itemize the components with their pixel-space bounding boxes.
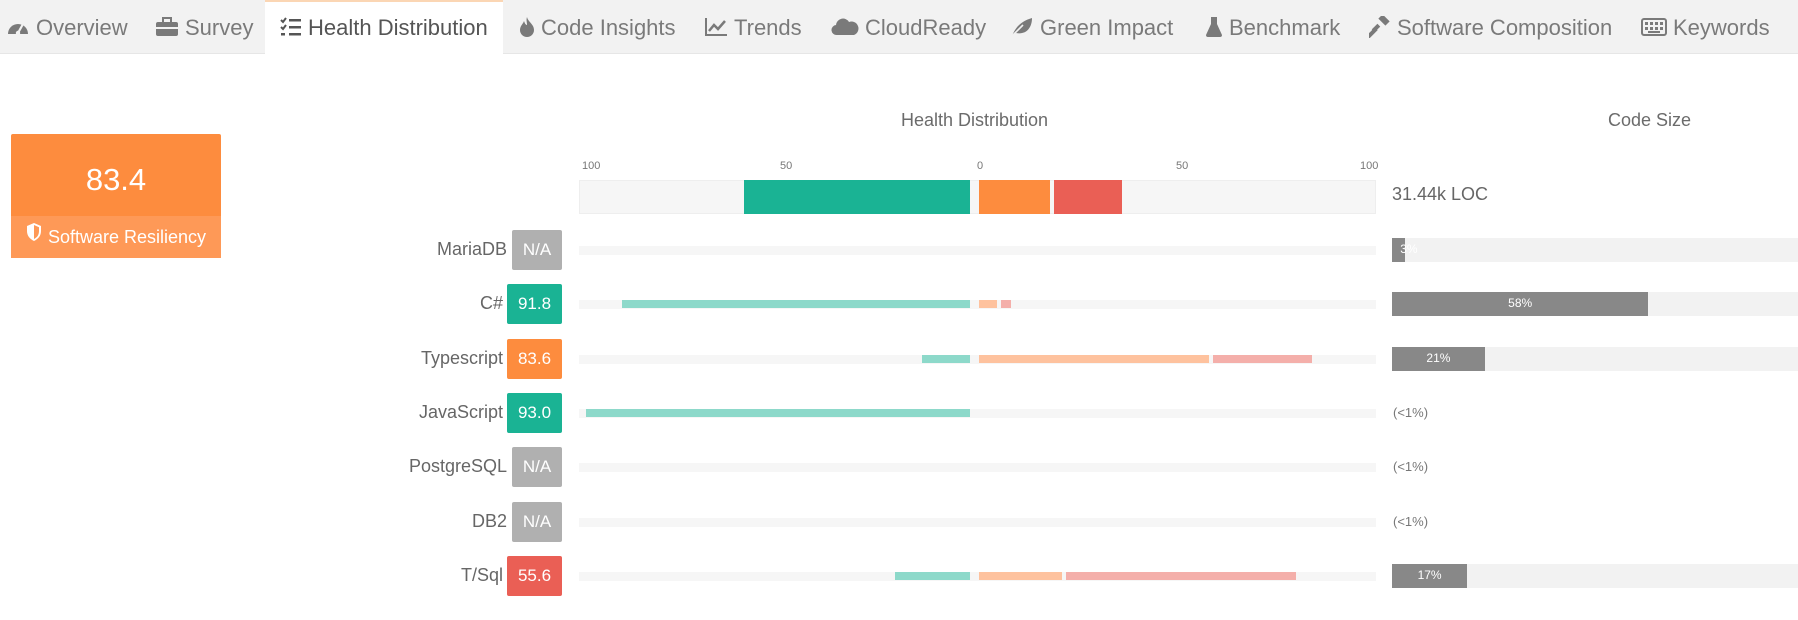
tab-software-composition[interactable]: Software Composition xyxy=(1369,0,1612,53)
total-health-track xyxy=(579,180,1376,214)
hammer-icon xyxy=(1369,16,1391,39)
cloud-icon xyxy=(831,17,859,37)
language-label-typescript: Typescript xyxy=(420,347,503,368)
shield-icon xyxy=(26,215,42,257)
dashboard-icon xyxy=(6,17,30,37)
score-badge-postgresql[interactable]: N/A xyxy=(512,447,562,488)
size-percent-postgresql: (<1%) xyxy=(1393,459,1429,475)
tab-label: Survey xyxy=(185,15,254,40)
health-track-mariadb xyxy=(579,246,1376,255)
score-footer: Software Resiliency xyxy=(11,216,221,258)
red-bar-typescript[interactable] xyxy=(1212,354,1312,363)
language-label-postgresql: PostgreSQL xyxy=(408,456,507,477)
keyboard-icon xyxy=(1641,18,1667,37)
tab-label: Keywords xyxy=(1673,15,1770,40)
tab-benchmark[interactable]: Benchmark xyxy=(1205,0,1340,53)
size-percent-mariadb: 3% xyxy=(1400,242,1418,256)
tab-label: Code Insights xyxy=(541,15,676,40)
tab-health-distribution[interactable]: Health Distribution xyxy=(265,0,503,54)
tab-cloudready[interactable]: CloudReady xyxy=(831,0,986,53)
health-track-db2 xyxy=(579,517,1376,527)
total-orange-bar[interactable] xyxy=(979,180,1051,214)
health-track-t-sql xyxy=(579,571,1376,581)
size-percent-javascript: (<1%) xyxy=(1393,404,1429,420)
tab-trends[interactable]: Trends xyxy=(704,0,802,53)
tab-keywords[interactable]: Keywords xyxy=(1641,0,1770,53)
green-bar-javascript[interactable] xyxy=(585,408,970,417)
orange-bar-c-[interactable] xyxy=(979,300,997,309)
tab-label: Health Distribution xyxy=(308,15,488,40)
green-bar-typescript[interactable] xyxy=(922,354,970,363)
health-distribution-header: Health Distribution xyxy=(901,110,1049,130)
score-badge-typescript[interactable]: 83.6 xyxy=(507,338,562,379)
total-green-bar[interactable] xyxy=(744,180,970,214)
orange-bar-typescript[interactable] xyxy=(979,354,1209,363)
tab-label: Green Impact xyxy=(1040,15,1174,40)
line-chart-icon xyxy=(704,17,728,37)
red-bar-t-sql[interactable] xyxy=(1066,571,1296,580)
axis-tick: 50 xyxy=(1176,160,1189,172)
tasks-list-icon xyxy=(280,17,302,37)
total-loc: 31.44k LOC xyxy=(1392,184,1489,204)
tab-label: Overview xyxy=(36,15,128,40)
tab-overview[interactable]: Overview xyxy=(6,0,128,53)
size-track-mariadb xyxy=(1392,238,1798,262)
flask-icon xyxy=(1205,16,1223,38)
size-percent-c-: 58% xyxy=(1508,296,1533,311)
score-badge-c-[interactable]: 91.8 xyxy=(507,284,562,325)
language-label-javascript: JavaScript xyxy=(418,401,503,422)
score-badge-javascript[interactable]: 93.0 xyxy=(507,392,562,433)
axis-tick: 0 xyxy=(977,160,984,172)
tab-label: Benchmark xyxy=(1229,15,1341,40)
score-badge-db2[interactable]: N/A xyxy=(512,501,562,542)
resiliency-score-card[interactable]: 83.4 Software Resiliency xyxy=(11,134,221,258)
score-value: 83.4 xyxy=(85,162,147,197)
score-badge-t-sql[interactable]: 55.6 xyxy=(507,555,562,596)
briefcase-icon xyxy=(155,17,179,37)
tab-green-impact[interactable]: Green Impact xyxy=(1010,0,1173,53)
flame-icon xyxy=(519,16,535,38)
size-bar-t-sql[interactable] xyxy=(1392,563,1468,588)
axis-tick: 100 xyxy=(1360,160,1379,172)
size-bar-typescript[interactable] xyxy=(1392,346,1485,371)
tab-survey[interactable]: Survey xyxy=(155,0,253,53)
green-bar-c-[interactable] xyxy=(621,300,970,309)
health-track-javascript xyxy=(579,408,1376,418)
health-track-typescript xyxy=(579,354,1376,364)
axis-tick: 100 xyxy=(582,160,601,172)
size-bar-mariadb[interactable] xyxy=(1392,238,1406,262)
size-bar-c-[interactable] xyxy=(1392,292,1649,317)
language-label-c-: C# xyxy=(479,293,503,314)
language-label-db2: DB2 xyxy=(471,510,507,531)
tab-label: Software Composition xyxy=(1397,15,1613,40)
tab-label: Trends xyxy=(734,15,802,40)
size-percent-t-sql: 17% xyxy=(1417,567,1442,582)
tab-bar: Overview Survey Health Distribution Code… xyxy=(0,0,1798,54)
language-label-mariadb: MariaDB xyxy=(436,239,507,259)
health-track-postgresql xyxy=(579,463,1376,473)
red-bar-c-[interactable] xyxy=(1000,300,1011,309)
tab-code-insights[interactable]: Code Insights xyxy=(519,0,676,53)
size-percent-typescript: 21% xyxy=(1426,350,1451,365)
score-badge-mariadb[interactable]: N/A xyxy=(512,230,562,270)
total-red-bar[interactable] xyxy=(1054,180,1122,214)
green-bar-t-sql[interactable] xyxy=(894,571,970,580)
language-label-t-sql: T/Sql xyxy=(460,564,503,585)
code-size-header: Code Size xyxy=(1608,110,1692,130)
size-percent-db2: (<1%) xyxy=(1393,513,1429,529)
tab-label: CloudReady xyxy=(865,15,987,40)
orange-bar-t-sql[interactable] xyxy=(979,571,1063,580)
health-track-c- xyxy=(579,300,1376,310)
leaf-icon xyxy=(1010,16,1034,38)
axis-tick: 50 xyxy=(780,160,793,172)
score-label: Software Resiliency xyxy=(47,227,207,247)
